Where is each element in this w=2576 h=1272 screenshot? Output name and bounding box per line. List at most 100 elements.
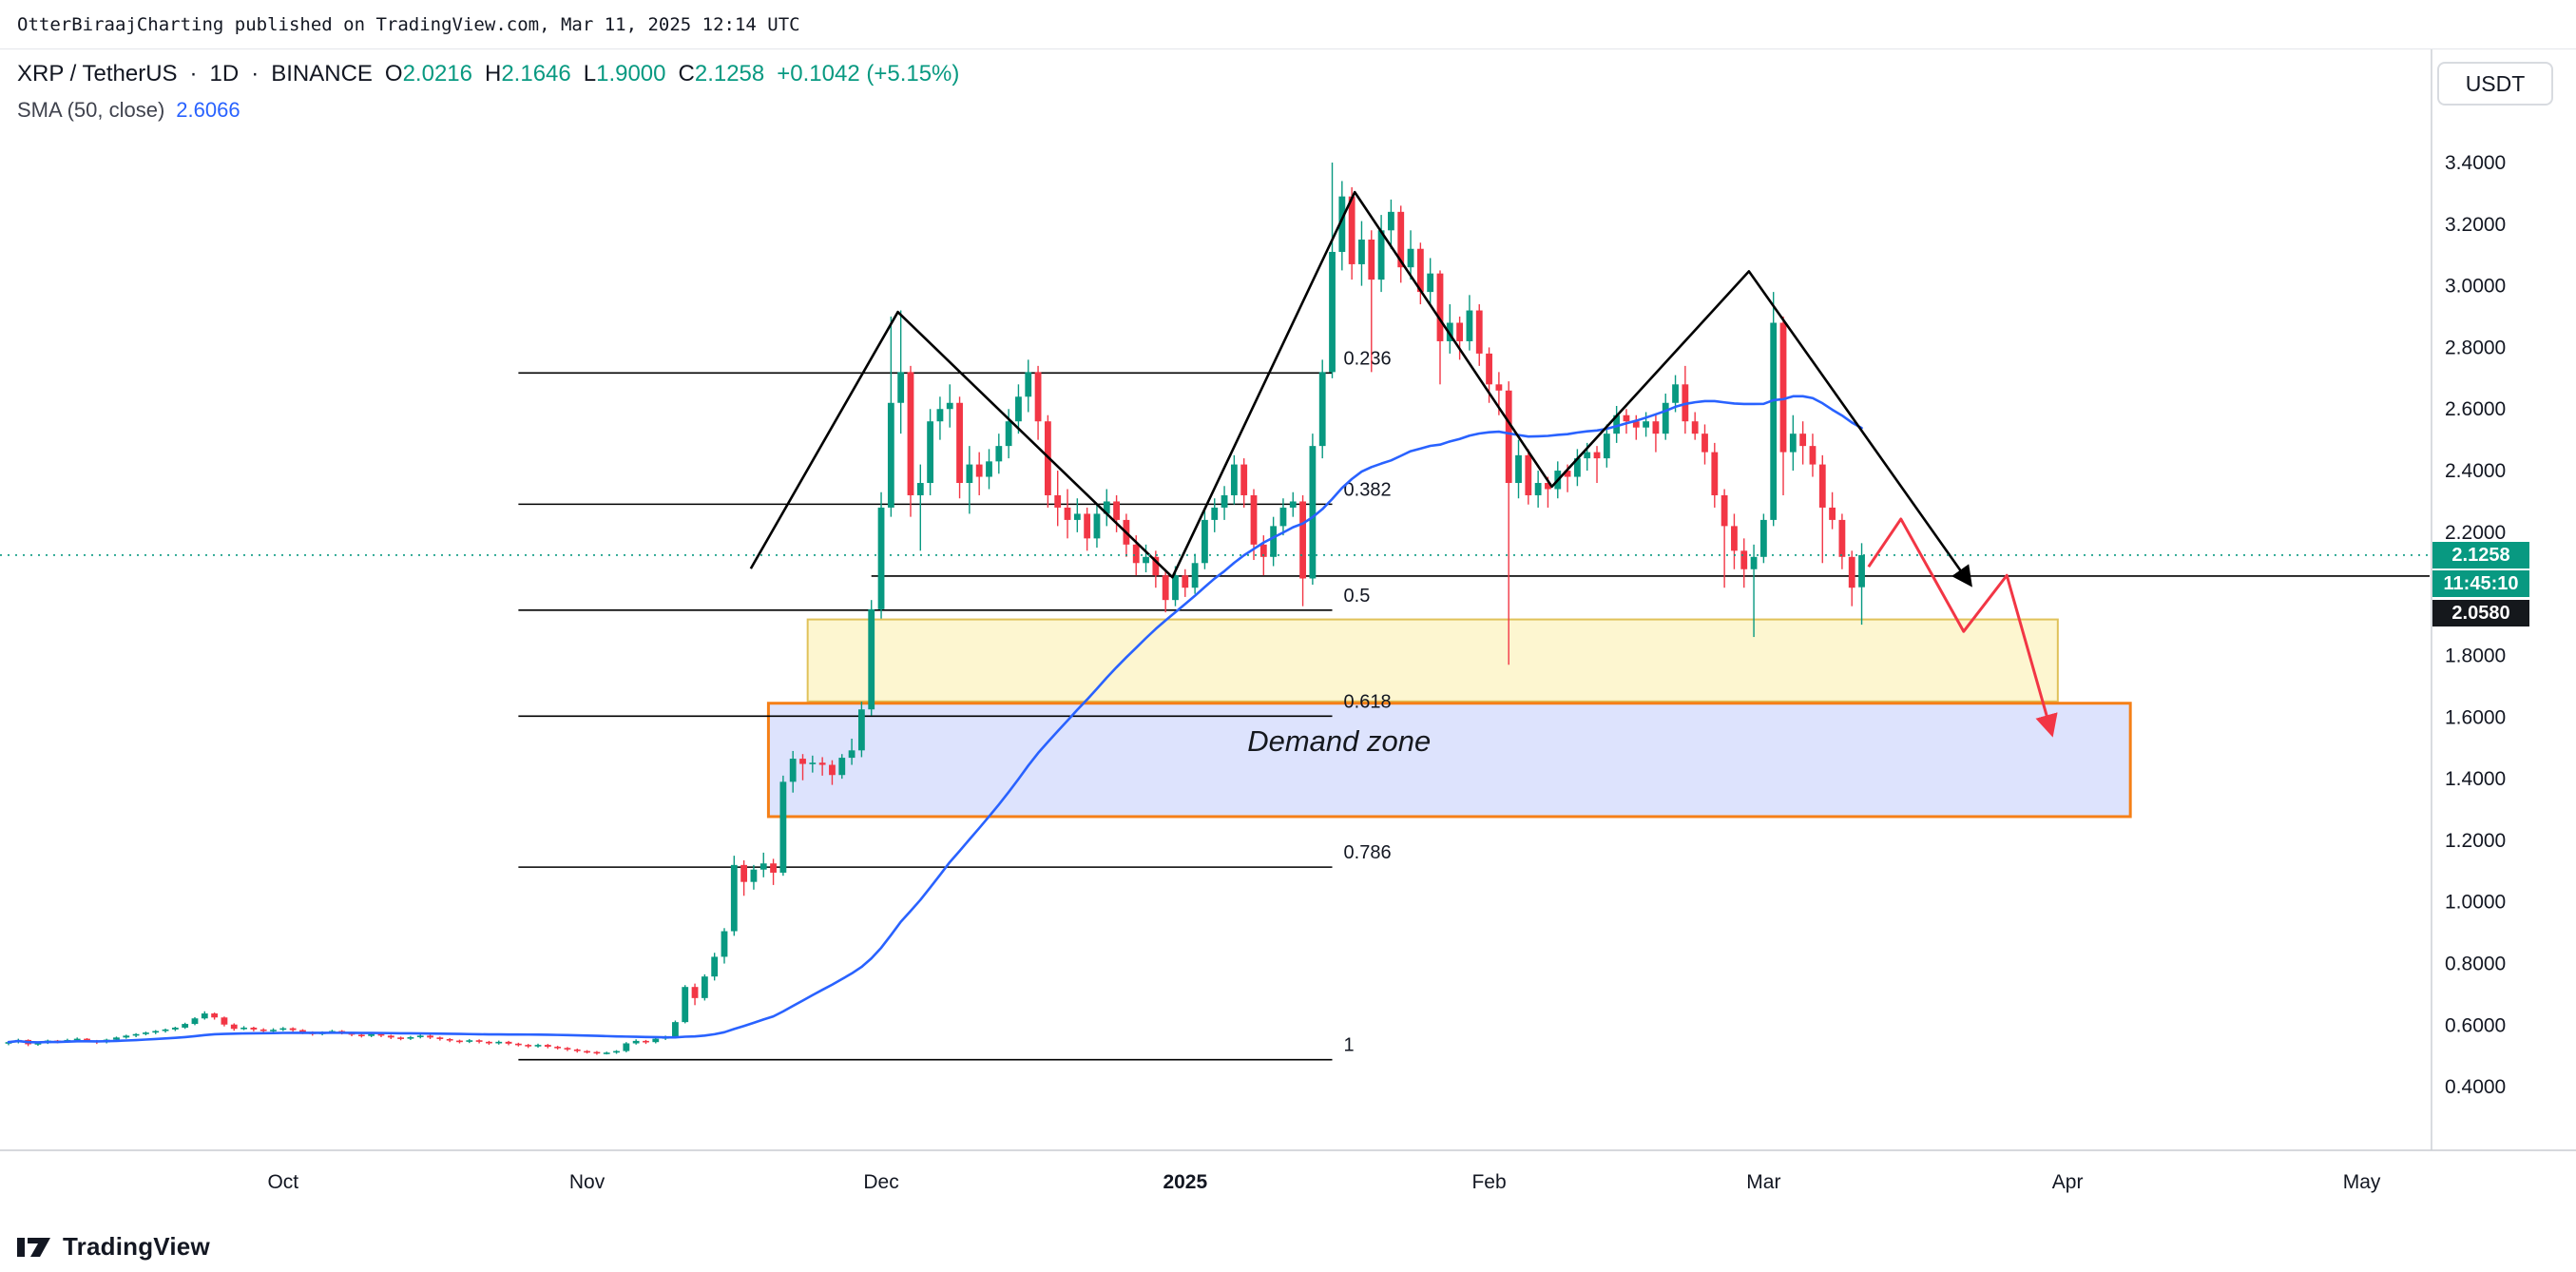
currency-toggle-button[interactable]: USDT [2437, 62, 2553, 106]
candle-body [1162, 575, 1169, 601]
candle-body [799, 759, 806, 764]
candle-body [789, 759, 797, 782]
candle-body [475, 1040, 483, 1042]
price-tick-label[interactable]: 1.8000 [2445, 645, 2506, 666]
price-tick-label[interactable]: 1.4000 [2445, 768, 2506, 790]
candle-body [1711, 452, 1719, 495]
price-tick-label[interactable]: 2.6000 [2445, 398, 2506, 420]
chart-canvas[interactable]: Demand zone 0.236 0.382 0.5 0.618 0.786 1 3.400… [0, 49, 2576, 1272]
tradingview-logo[interactable] [15, 1232, 53, 1261]
time-tick-label[interactable]: Oct [267, 1171, 298, 1193]
current-price-label-text: 2.1258 [2451, 545, 2509, 566]
price-tick-label[interactable]: 0.6000 [2445, 1014, 2506, 1036]
candle-body [1643, 421, 1650, 428]
fib-label: 0.618 [1344, 691, 1392, 712]
candle-body [1172, 575, 1179, 601]
candle-body [260, 1029, 267, 1031]
candle-body [1279, 507, 1287, 527]
candle-body [211, 1013, 219, 1018]
candle-body [1779, 322, 1787, 453]
candle-body [1152, 556, 1160, 576]
candle-body [1858, 554, 1865, 588]
candle-body [643, 1040, 649, 1043]
time-tick-label[interactable]: Nov [569, 1171, 606, 1193]
candle-body [113, 1037, 120, 1040]
candle-body [838, 758, 846, 776]
candle-body [1230, 464, 1238, 495]
time-tick-label[interactable]: May [2343, 1171, 2381, 1193]
indicator-row[interactable]: SMA (50, close) 2.6066 [17, 98, 959, 123]
candle-body [416, 1035, 424, 1038]
candle-body [357, 1034, 365, 1037]
price-tick-label[interactable]: 3.0000 [2445, 276, 2506, 298]
candle-body [201, 1013, 208, 1019]
candle-body [1574, 458, 1581, 477]
candle-body [1740, 550, 1748, 569]
candle-body [1848, 556, 1855, 588]
candle-body [848, 750, 855, 759]
trend-line[interactable] [749, 190, 1972, 588]
candle-body [505, 1041, 512, 1044]
candle-body [740, 864, 748, 882]
indicator-name[interactable]: SMA (50, close) [17, 98, 165, 122]
chart-area[interactable]: Demand zone 0.236 0.382 0.5 0.618 0.786 1 3.400… [0, 49, 2576, 1272]
time-tick-label[interactable]: Feb [1471, 1171, 1506, 1193]
interval-label[interactable]: 1D [209, 61, 240, 87]
candle-body [387, 1035, 394, 1038]
candle-body [1593, 452, 1601, 459]
candle-body [377, 1033, 385, 1036]
price-tick-label[interactable]: 3.4000 [2445, 152, 2506, 174]
candle-body [877, 507, 885, 609]
candle-body [1240, 464, 1248, 495]
candle-body [495, 1041, 503, 1044]
candle-body [554, 1047, 562, 1049]
time-tick-label[interactable]: Apr [2052, 1171, 2084, 1193]
candle-body [750, 869, 758, 882]
price-tick-label[interactable]: 2.2000 [2445, 522, 2506, 544]
candle-body [779, 781, 787, 873]
candle-body [858, 709, 865, 751]
symbol-name[interactable]: XRP / TetherUS [17, 61, 178, 87]
candle-body [171, 1027, 179, 1030]
candle-body [1436, 273, 1444, 341]
candle-body [1132, 544, 1140, 564]
candle-body [544, 1045, 551, 1048]
candle-body [691, 987, 699, 998]
time-tick-label[interactable]: 2025 [1163, 1171, 1207, 1193]
price-tick-label[interactable]: 2.4000 [2445, 460, 2506, 482]
candle-body [1113, 501, 1120, 520]
candle-body [1731, 526, 1738, 551]
candle-body [1103, 501, 1110, 514]
price-tick-label[interactable]: 2.8000 [2445, 337, 2506, 358]
candle-body [1603, 434, 1610, 459]
candle-body [1770, 322, 1778, 520]
candle-body [1015, 396, 1022, 422]
time-tick-label[interactable]: Mar [1746, 1171, 1780, 1193]
price-tick-label[interactable]: 1.0000 [2445, 892, 2506, 914]
candle-body [1515, 454, 1522, 484]
price-tick-label[interactable]: 0.4000 [2445, 1076, 2506, 1098]
close-value: C2.1258 [678, 61, 765, 87]
candle-body [584, 1050, 590, 1053]
time-tick-label[interactable]: Dec [863, 1171, 898, 1193]
candle-body [1652, 421, 1660, 434]
demand-zone[interactable] [766, 702, 2132, 819]
change-value: +0.1042 (+5.15%) [777, 61, 960, 87]
exchange-label[interactable]: BINANCE [271, 61, 373, 87]
candle-body [466, 1040, 473, 1042]
projection-arrow[interactable] [1867, 517, 2058, 738]
candle-body [1613, 414, 1621, 434]
candle-body [230, 1024, 238, 1030]
candle-body [1143, 556, 1149, 564]
yellow-zone[interactable] [806, 618, 2059, 703]
brand-name[interactable]: TradingView [63, 1231, 210, 1261]
candle-body [1289, 501, 1297, 508]
candle-body [34, 1043, 42, 1045]
price-tick-label[interactable]: 1.2000 [2445, 830, 2506, 852]
candle-body [1427, 273, 1434, 293]
price-tick-label[interactable]: 1.6000 [2445, 706, 2506, 728]
price-tick-label[interactable]: 3.2000 [2445, 214, 2506, 236]
footer-bar: TradingView [15, 1226, 210, 1266]
price-tick-label[interactable]: 0.8000 [2445, 954, 2506, 975]
sma-line[interactable] [7, 395, 1863, 1044]
